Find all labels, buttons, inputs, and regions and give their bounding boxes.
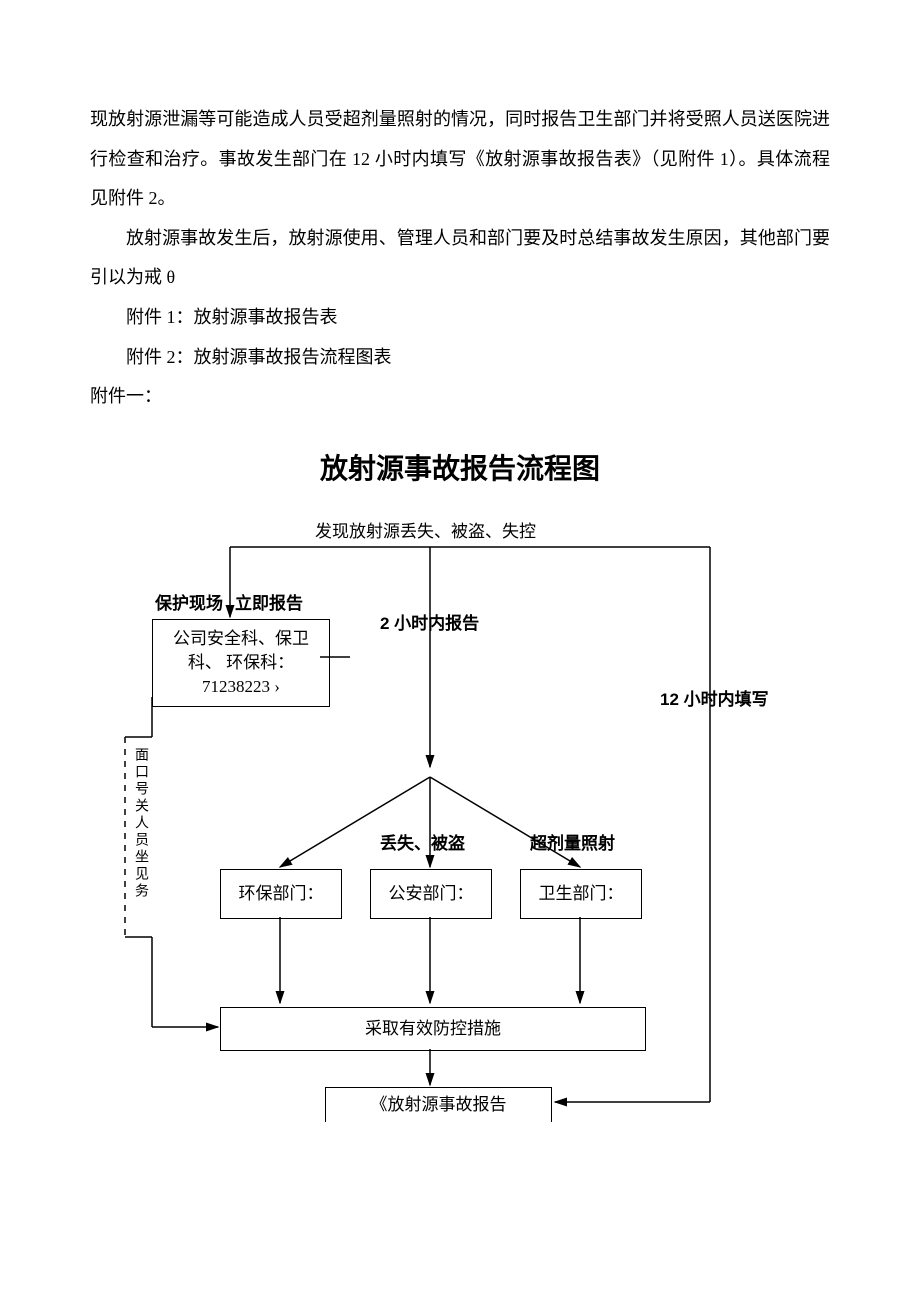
company-box: 公司安全科、保卫科、 环保科：71238223 ›: [152, 619, 330, 707]
report-form-box: 《放射源事故报告: [325, 1087, 552, 1122]
report-form-text: 《放射源事故报告: [371, 1093, 507, 1117]
attachment-heading: 附件一：: [90, 377, 830, 417]
company-box-text: 公司安全科、保卫科、 环保科：71238223 ›: [157, 627, 325, 698]
measures-box: 采取有效防控措施: [220, 1007, 646, 1051]
dept-env-text: 环保部门：: [239, 882, 324, 906]
flowchart-title: 放射源事故报告流程图: [90, 447, 830, 487]
flow-12hr-label: 12 小时内填写: [660, 685, 769, 710]
document-page: 现放射源泄漏等可能造成人员受超剂量照射的情况，同时报告卫生部门并将受照人员送医院…: [0, 0, 920, 1197]
dept-police-text: 公安部门：: [389, 882, 474, 906]
dept-health-text: 卫生部门：: [539, 882, 624, 906]
paragraph-1: 现放射源泄漏等可能造成人员受超剂量照射的情况，同时报告卫生部门并将受照人员送医院…: [90, 100, 830, 219]
dept-health-box: 卫生部门：: [520, 869, 642, 919]
flow-start-label: 发现放射源丢失、被盗、失控: [315, 517, 536, 542]
flow-report-now-label: 立即报告: [235, 589, 303, 614]
dept-police-box: 公安部门：: [370, 869, 492, 919]
flow-2hr-label: 2 小时内报告: [380, 609, 479, 634]
flowchart: 发现放射源丢失、被盗、失控 保护现场 立即报告 2 小时内报告 12 小时内填写…: [90, 517, 830, 1157]
vertical-side-label: 面口号关人员坐见务: [130, 747, 150, 900]
branch-lost-stolen-label: 丢失、被盗: [380, 829, 465, 854]
measures-text: 采取有效防控措施: [365, 1017, 501, 1041]
paragraph-2: 放射源事故发生后，放射源使用、管理人员和部门要及时总结事故发生原因，其他部门要引…: [90, 219, 830, 298]
attachment-ref-2: 附件 2：放射源事故报告流程图表: [90, 338, 830, 378]
branch-overdose-label: 超剂量照射: [530, 829, 615, 854]
flow-protect-scene-label: 保护现场: [155, 589, 223, 614]
attachment-ref-1: 附件 1：放射源事故报告表: [90, 298, 830, 338]
dept-env-box: 环保部门：: [220, 869, 342, 919]
